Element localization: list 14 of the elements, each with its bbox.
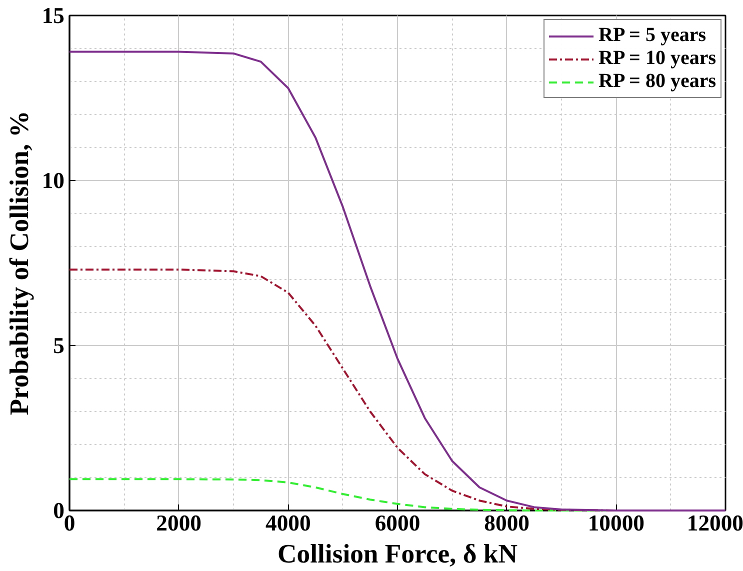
- x-tick-label: 4000: [266, 510, 311, 536]
- y-tick-label: 15: [42, 3, 64, 28]
- x-axis-title: Collision Force, δ kN: [278, 538, 518, 568]
- y-axis-title: Probability of Collision, %: [4, 110, 34, 416]
- x-tick-label: 6000: [374, 510, 420, 536]
- x-tick-label: 8000: [484, 510, 530, 536]
- y-tick-label: 10: [42, 168, 64, 193]
- x-tick-label: 10000: [588, 510, 644, 536]
- y-tick-label: 5: [53, 333, 64, 358]
- legend-label: RP = 80 years: [598, 70, 716, 93]
- x-tick-label: 12000: [686, 510, 743, 536]
- legend-label: RP = 10 years: [598, 47, 716, 70]
- legend-label: RP = 5 years: [598, 24, 706, 47]
- x-tick-label: 2000: [156, 510, 202, 536]
